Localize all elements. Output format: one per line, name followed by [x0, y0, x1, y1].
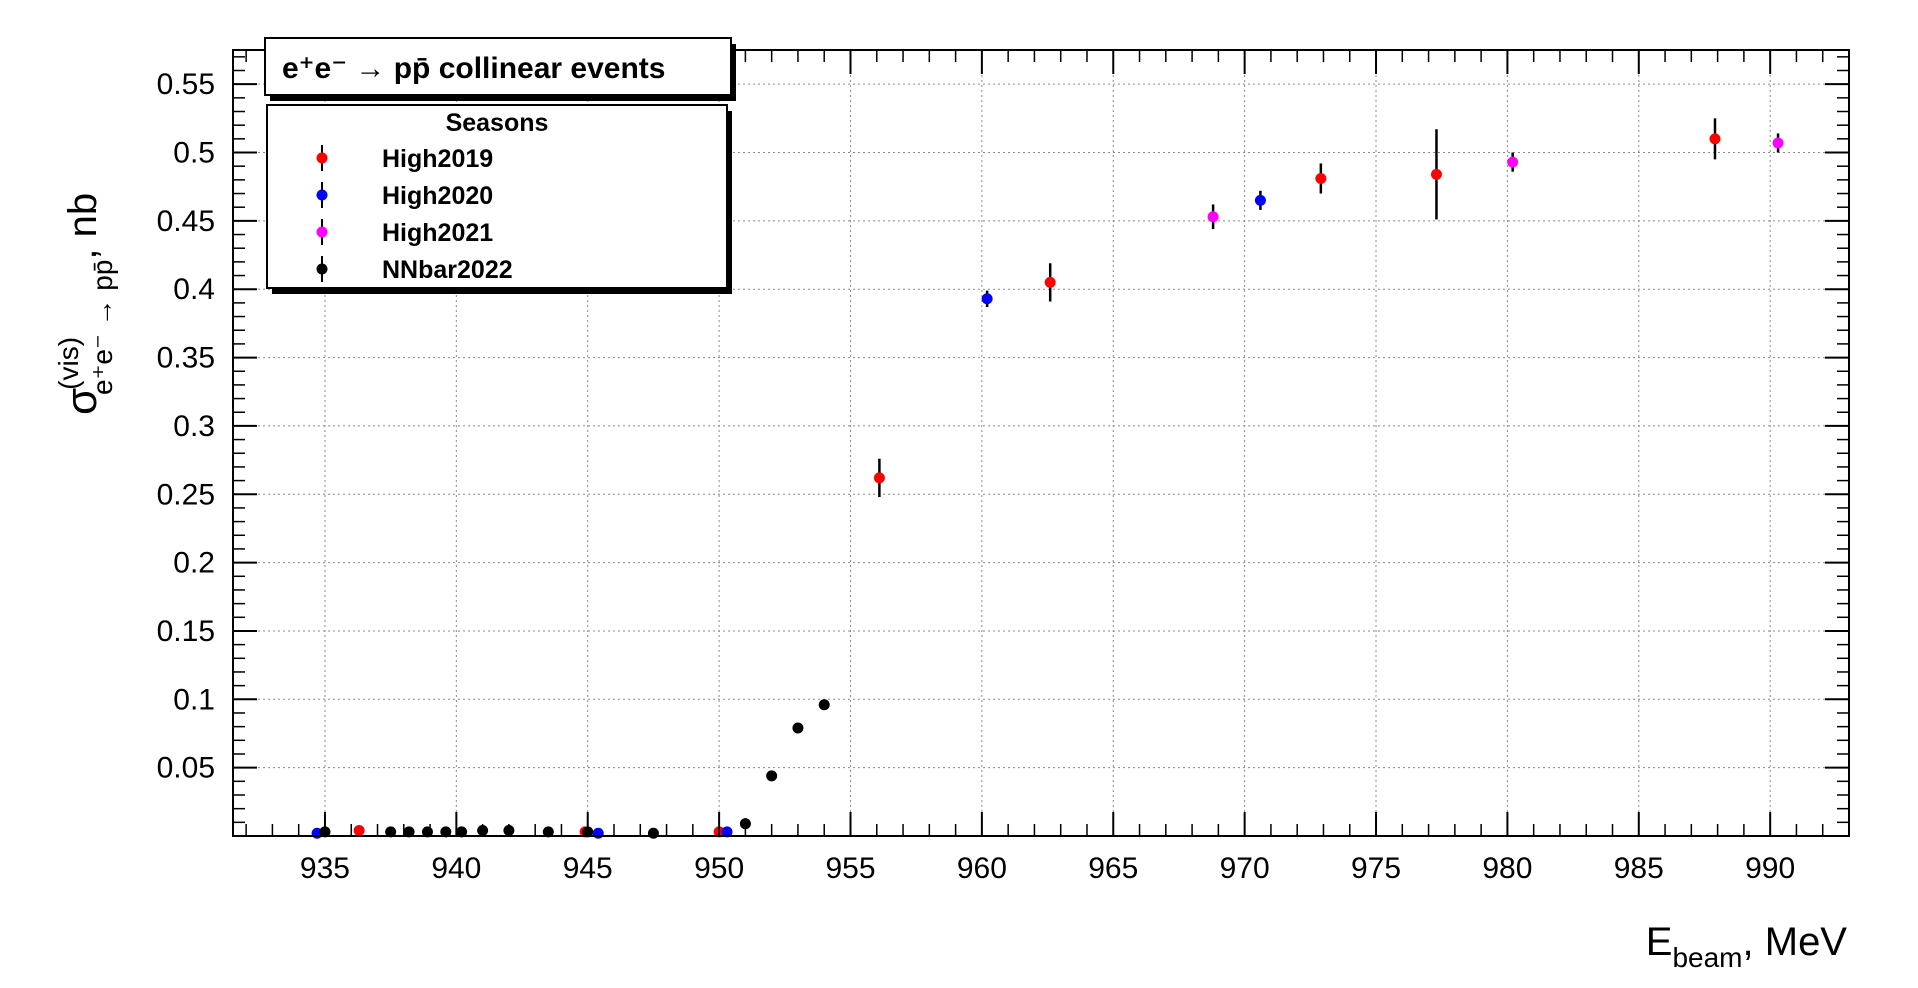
legend-marker: [316, 263, 328, 275]
data-point: [1772, 137, 1784, 149]
x-axis-title: Ebeam, MeV: [1646, 920, 1848, 973]
data-point: [873, 472, 885, 484]
y-axis-title-sup: (vis): [53, 337, 84, 390]
data-point: [1709, 133, 1721, 145]
y-tick-label: 0.45: [157, 205, 215, 238]
x-tick-label: 940: [431, 852, 481, 885]
data-point: [456, 826, 468, 838]
y-tick-label: 0.3: [173, 410, 215, 443]
y-tick-label: 0.15: [157, 615, 215, 648]
data-point: [818, 699, 830, 711]
y-axis-title-text: σ(vis) e⁺e⁻ → pp̄, nb: [53, 193, 118, 415]
y-axis-title-sigma: σ: [57, 388, 106, 415]
legend-entry: NNbar2022: [316, 256, 513, 284]
x-tick-label: 945: [563, 852, 613, 885]
legend-label: High2019: [382, 145, 493, 173]
legend-title: Seasons: [446, 109, 549, 137]
y-tick-label: 0.25: [157, 478, 215, 511]
y-tick-label: 0.1: [173, 683, 215, 716]
plot-frame: [232, 49, 1850, 837]
x-tick-label: 985: [1614, 852, 1664, 885]
legend-marker: [316, 189, 328, 201]
x-axis-title-sub: beam: [1672, 942, 1742, 973]
y-tick-label: 0.55: [157, 68, 215, 101]
data-point: [721, 826, 733, 838]
x-tick-label: 935: [300, 852, 350, 885]
y-tick-label: 0.05: [157, 752, 215, 785]
x-tick-label: 980: [1482, 852, 1532, 885]
y-axis-title-sub: e⁺e⁻ → pp̄: [87, 260, 118, 395]
legend-entry: High2019: [316, 145, 493, 173]
data-point: [647, 827, 659, 839]
x-tick-label: 960: [957, 852, 1007, 885]
y-tick-label: 0.2: [173, 547, 215, 580]
y-tick-label: 0.4: [173, 273, 215, 306]
data-point: [1315, 172, 1327, 184]
legend: Seasons High2019 High2020 High2021 NNbar202…: [266, 104, 732, 294]
title-box-frame: [264, 37, 732, 96]
legend-entry: High2021: [316, 219, 493, 247]
x-tick-label: 970: [1220, 852, 1270, 885]
data-point: [1254, 194, 1266, 206]
legend-marker: [316, 152, 328, 164]
legend-entry: High2020: [316, 182, 493, 210]
data-point: [1507, 156, 1519, 168]
y-axis-title: σ(vis) e⁺e⁻ → pp̄, nb: [53, 193, 118, 415]
y-tick-label: 0.35: [157, 342, 215, 375]
tick-labels-layer: 935 940 945 950 955 960 965 970 975 980 985 990 0.05…: [157, 68, 1796, 885]
data-point: [1430, 168, 1442, 180]
x-tick-label: 965: [1088, 852, 1138, 885]
legend-marker: [316, 226, 328, 238]
legend-label: NNbar2022: [382, 256, 513, 284]
x-axis-title-unit: , MeV: [1743, 920, 1848, 964]
data-point: [981, 293, 993, 305]
data-point: [739, 818, 751, 830]
data-point: [542, 826, 554, 838]
data-point: [1207, 211, 1219, 223]
x-tick-label: 950: [694, 852, 744, 885]
x-tick-label: 955: [825, 852, 875, 885]
y-tick-label: 0.5: [173, 137, 215, 170]
data-point: [353, 825, 365, 837]
x-tick-label: 990: [1745, 852, 1795, 885]
data-point: [385, 826, 397, 838]
legend-entries: High2019 High2020 High2021 NNbar2022: [316, 145, 513, 284]
data-point: [592, 827, 604, 839]
data-point: [792, 722, 804, 734]
x-tick-label: 975: [1351, 852, 1401, 885]
y-axis-title-unit: , nb: [61, 193, 105, 260]
chart-title-box: e⁺e⁻ → pp̄ collinear events: [264, 37, 736, 101]
data-point: [403, 826, 415, 838]
x-axis-title-main: E: [1646, 920, 1673, 964]
legend-label: High2021: [382, 219, 493, 247]
data-point: [1044, 276, 1056, 288]
chart-title: e⁺e⁻ → pp̄ collinear events: [282, 52, 665, 85]
data-point: [766, 770, 778, 782]
data-point: [440, 826, 452, 838]
legend-label: High2020: [382, 182, 493, 210]
legend-frame: [266, 104, 728, 289]
